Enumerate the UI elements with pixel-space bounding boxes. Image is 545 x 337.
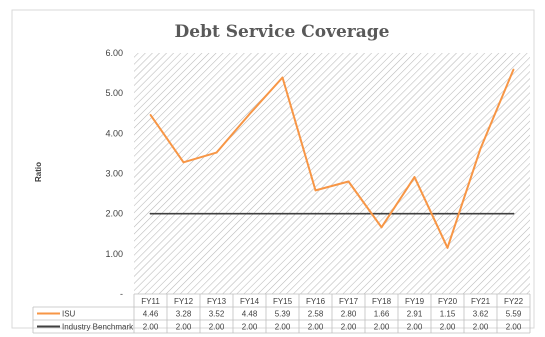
data-label-industry-benchmark: 2.00 [374,323,390,332]
data-label-industry-benchmark: 2.00 [308,323,324,332]
data-point-isu [479,147,482,150]
x-tick-label: FY22 [504,297,524,306]
data-point-isu [413,176,416,179]
data-point-isu [380,226,383,229]
y-axis-label: Ratio [34,162,43,182]
x-tick-label: FY21 [471,297,491,306]
y-tick-label: 1.00 [105,249,123,259]
data-label-industry-benchmark: 2.00 [176,323,192,332]
legend-label-industry-benchmark: Industry Benchmark [62,323,134,332]
data-label-isu: 2.58 [308,310,324,319]
x-tick-label: FY16 [306,297,326,306]
data-label-isu: 3.52 [209,310,225,319]
data-label-isu: 4.48 [242,310,258,319]
y-axis-ticks: - 1.00 2.00 3.00 4.00 5.00 6.00 [105,48,123,299]
data-label-isu: 1.66 [374,310,390,319]
y-tick-label: 2.00 [105,209,123,219]
y-tick-label: 6.00 [105,48,123,58]
data-point-isu [446,246,449,249]
plot-area [134,53,530,294]
data-point-isu [182,161,185,164]
x-tick-label: FY12 [174,297,194,306]
data-label-industry-benchmark: 2.00 [209,323,225,332]
data-point-industry-benchmark [182,212,185,215]
data-label-industry-benchmark: 2.00 [341,323,357,332]
data-label-industry-benchmark: 2.00 [143,323,159,332]
x-tick-label: FY19 [405,297,425,306]
data-label-isu: 2.91 [407,310,423,319]
data-point-industry-benchmark [512,212,515,215]
data-point-industry-benchmark [347,212,350,215]
data-point-isu [248,113,251,115]
y-tick-label: 5.00 [105,88,123,98]
data-point-industry-benchmark [479,212,482,215]
y-tick-label: 3.00 [105,169,123,179]
legend-label-isu: ISU [62,310,76,319]
series-lines [149,68,515,249]
data-point-isu [281,76,284,79]
x-tick-label: FY14 [240,297,260,306]
data-point-industry-benchmark [248,212,251,215]
data-point-industry-benchmark [314,212,317,215]
data-label-industry-benchmark: 2.00 [473,323,489,332]
data-label-industry-benchmark: 2.00 [242,323,258,332]
series-line-isu [149,69,515,249]
data-label-industry-benchmark: 2.00 [506,323,522,332]
data-label-isu: 3.28 [176,310,192,319]
y-tick-label: - [120,289,123,299]
data-label-isu: 4.46 [143,310,159,319]
data-point-isu [215,151,218,154]
data-point-isu [512,68,515,71]
data-point-industry-benchmark [380,212,383,215]
chart-title: Debt Service Coverage [175,22,390,42]
data-point-isu [149,113,152,116]
data-label-isu: 5.59 [506,310,522,319]
y-tick-label: 4.00 [105,128,123,138]
data-point-industry-benchmark [413,212,416,215]
data-label-isu: 2.80 [341,310,357,319]
x-tick-label: FY20 [438,297,458,306]
data-label-industry-benchmark: 2.00 [275,323,291,332]
data-label-industry-benchmark: 2.00 [407,323,423,332]
x-tick-label: FY15 [273,297,293,306]
x-tick-label: FY17 [339,297,359,306]
data-label-industry-benchmark: 2.00 [440,323,456,332]
data-point-industry-benchmark [281,212,284,215]
data-point-industry-benchmark [446,212,449,215]
data-point-industry-benchmark [149,212,152,215]
x-tick-label: FY13 [207,297,227,306]
x-tick-label: FY18 [372,297,392,306]
x-tick-label: FY11 [141,297,160,306]
data-label-isu: 3.62 [473,310,489,319]
data-point-industry-benchmark [215,212,218,215]
data-point-isu [347,180,350,183]
data-label-isu: 1.15 [440,310,456,319]
data-label-isu: 5.39 [275,310,291,319]
data-table: FY11 FY12 FY13 FY14 FY15 FY16 FY17 FY18 FY19 FY20… [32,293,531,334]
data-point-isu [314,189,317,192]
